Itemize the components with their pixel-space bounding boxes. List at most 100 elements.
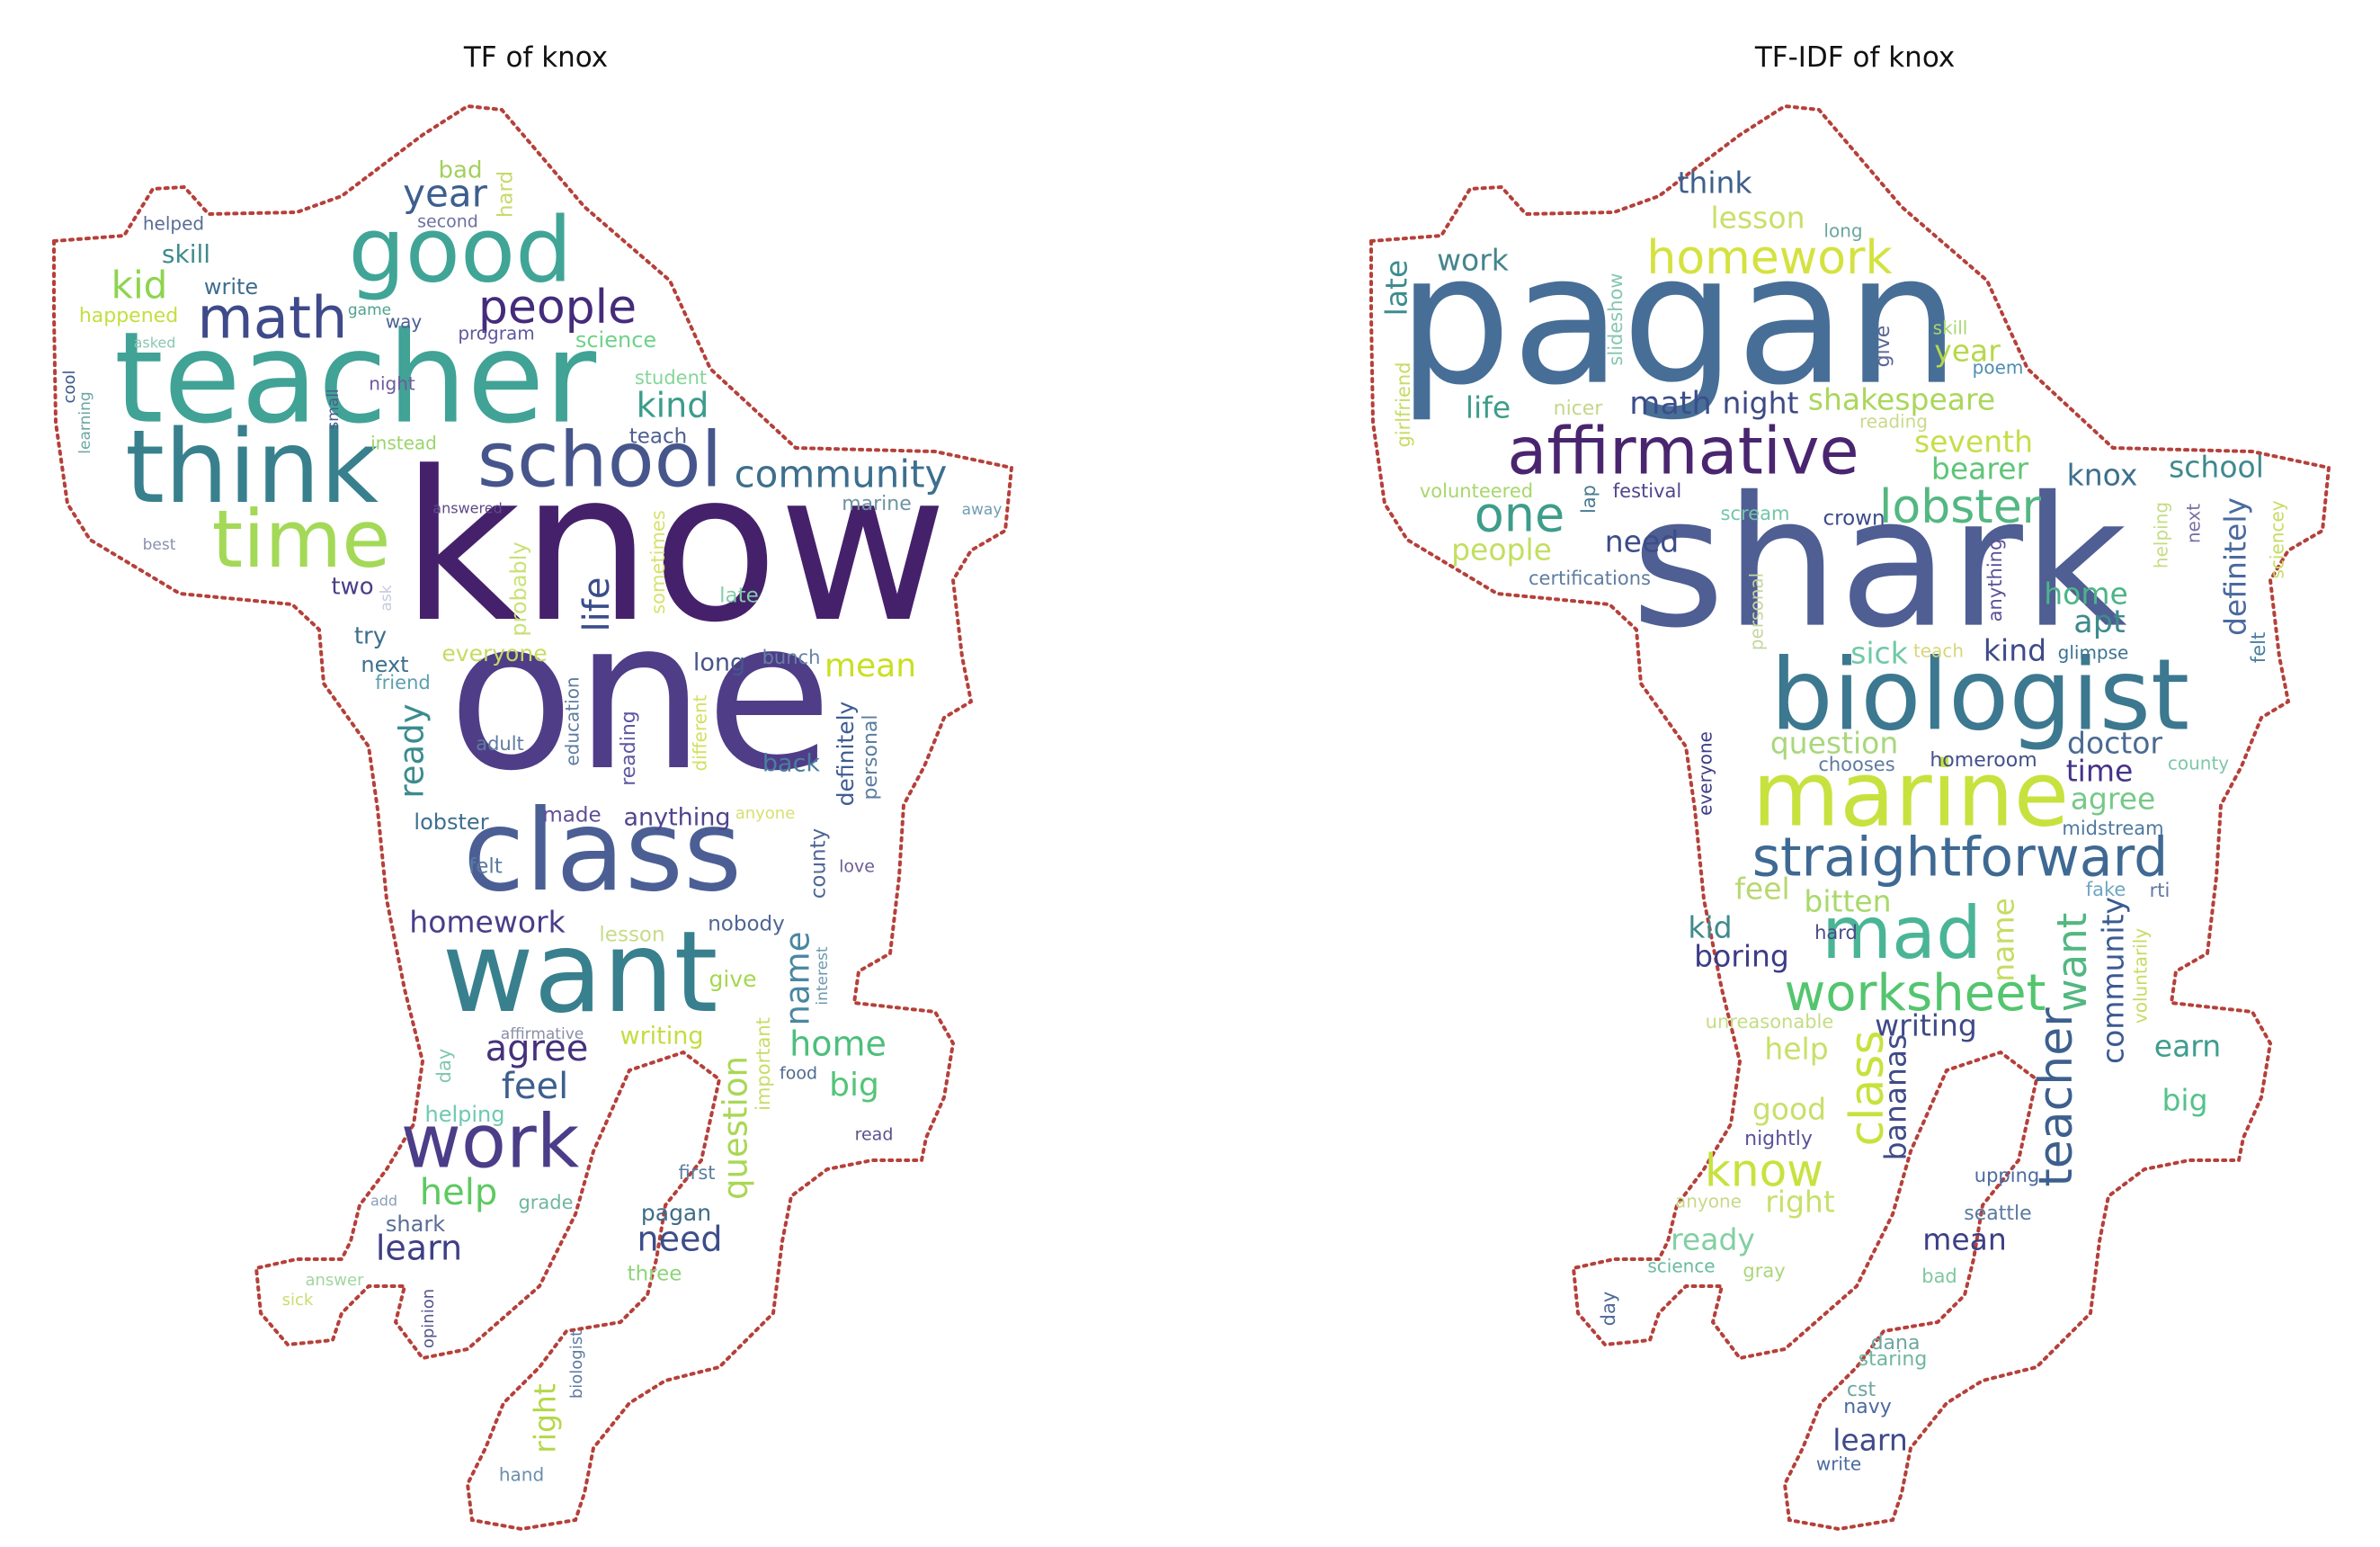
tfidf-word-think: think xyxy=(1677,165,1752,201)
tfidf-word-time: time xyxy=(2066,754,2134,789)
tfidf-word-home: home xyxy=(2044,577,2128,612)
tfidf-word-bitten: bitten xyxy=(1804,884,1891,919)
tfidf-word-upping: upping xyxy=(1974,1165,2039,1186)
tf-word-agree: agree xyxy=(486,1028,589,1069)
tfidf-word-felt: felt xyxy=(2248,632,2269,663)
tf-word-three: three xyxy=(628,1263,682,1286)
tfidf-word-teacher: teacher xyxy=(2029,1007,2083,1187)
tf-word-shark: shark xyxy=(386,1212,445,1237)
tfidf-word-unreasonable: unreasonable xyxy=(1706,1011,1834,1033)
tf-mask-outline xyxy=(52,103,1014,1532)
tf-word-homework: homework xyxy=(409,905,566,940)
tf-word-year: year xyxy=(403,172,487,216)
tfidf-word-lesson: lesson xyxy=(1711,201,1805,236)
tfidf-mask-outline xyxy=(1369,103,2331,1532)
tfidf-word-kind: kind xyxy=(1983,633,2046,668)
tf-word-friend: friend xyxy=(375,672,430,693)
tfidf-word-fake: fake xyxy=(2086,879,2126,900)
tf-word-way: way xyxy=(386,311,423,333)
tf-word-question: question xyxy=(717,1056,755,1200)
tf-word-time: time xyxy=(212,493,391,586)
tf-word-best: best xyxy=(143,536,176,554)
tf-word-feel: feel xyxy=(502,1066,568,1107)
tf-word-need: need xyxy=(637,1220,723,1259)
tf-word-give: give xyxy=(709,966,757,992)
tf-word-interest: interest xyxy=(814,946,832,1006)
tfidf-word-write: write xyxy=(1816,1453,1861,1475)
tf-word-skill: skill xyxy=(162,239,210,269)
tf-word-people: people xyxy=(478,281,637,335)
tfidf-word-lap: lap xyxy=(1578,485,1600,514)
tfidf-word-teach: teach xyxy=(1913,640,1964,662)
tf-word-try: try xyxy=(354,623,387,650)
tf-word-big: big xyxy=(829,1067,879,1104)
tfidf-word-give: give xyxy=(1872,326,1894,368)
tf-word-love: love xyxy=(839,857,875,877)
tfidf-word-next: next xyxy=(2183,504,2205,543)
tfidf-word-certifications: certifications xyxy=(1529,568,1651,589)
tf-word-anything: anything xyxy=(623,804,730,832)
tfidf-word-name: name xyxy=(1986,898,2021,982)
tfidf-word-boring: boring xyxy=(1694,939,1789,974)
tf-word-right: right xyxy=(528,1383,563,1453)
tfidf-word-ready: ready xyxy=(1671,1222,1755,1257)
tf-word-writing: writing xyxy=(620,1023,703,1051)
tf-word-home: home xyxy=(789,1024,887,1064)
tf-word-county: county xyxy=(807,828,831,899)
tfidf-word-anything: anything xyxy=(1984,539,2006,622)
tfidf-word-shakespeare: shakespeare xyxy=(1808,382,1995,417)
tf-word-education: education xyxy=(562,676,584,765)
tf-word-hard: hard xyxy=(495,171,518,218)
tf-word-anyone: anyone xyxy=(735,804,796,823)
tfidf-word-county: county xyxy=(2168,753,2229,774)
tf-word-answered: answered xyxy=(432,500,502,517)
tf-word-school: school xyxy=(477,416,723,505)
tfidf-wordcloud-panel: TF-IDF of knox pagan shark biologist marine… xyxy=(1190,0,2380,1547)
tfidf-word-question: question xyxy=(1770,726,1899,761)
tfidf-word-festival: festival xyxy=(1613,480,1681,502)
tfidf-word-biologist: biologist xyxy=(1770,637,2189,752)
tfidf-word-kid: kid xyxy=(1688,910,1732,945)
tf-word-definitely: definitely xyxy=(833,701,859,806)
tf-word-student: student xyxy=(635,367,707,389)
tf-chart-title: TF of knox xyxy=(463,41,609,74)
tfidf-word-one: one xyxy=(1475,487,1565,543)
tf-word-bunch: bunch xyxy=(762,647,821,668)
tf-word-felt: felt xyxy=(468,855,503,879)
tf-word-help: help xyxy=(420,1172,497,1213)
tf-word-late: late xyxy=(719,585,759,608)
tf-word-ready: ready xyxy=(393,703,432,798)
tfidf-word-good: good xyxy=(1752,1092,1826,1127)
tfidf-word-life: life xyxy=(1466,390,1511,425)
tf-word-day: day xyxy=(433,1049,455,1084)
tfidf-word-navy: navy xyxy=(1843,1396,1891,1418)
tfidf-word-people: people xyxy=(1451,532,1552,568)
tf-word-write: write xyxy=(204,274,258,300)
tfidf-word-crown: crown xyxy=(1823,507,1885,531)
tfidf-word-rti: rti xyxy=(2150,880,2171,901)
tfidf-word-voluntarily: voluntarily xyxy=(2130,928,2152,1024)
tfidf-word-work: work xyxy=(1437,243,1510,278)
tfidf-word-learn: learn xyxy=(1832,1423,1908,1458)
tf-word-think: think xyxy=(125,409,379,526)
tfidf-word-helping: helping xyxy=(2151,502,2172,568)
tfidf-word-long: long xyxy=(1823,220,1862,242)
tf-word-biologist: biologist xyxy=(567,1330,586,1399)
tfidf-word-scream: scream xyxy=(1721,503,1790,524)
tf-word-two: two xyxy=(331,574,373,601)
tfidf-word-staring: staring xyxy=(1859,1348,1928,1371)
tfidf-word-school: school xyxy=(2169,450,2264,485)
tfidf-word-help: help xyxy=(1764,1032,1828,1067)
tf-word-math: math xyxy=(197,286,347,353)
tfidf-word-bananas: bananas xyxy=(1878,1034,1913,1161)
tf-word-different: different xyxy=(690,694,711,771)
tf-word-teach: teach xyxy=(629,425,688,449)
tf-word-reading: reading xyxy=(618,711,640,786)
tfidf-word-nicer: nicer xyxy=(1554,398,1604,420)
tfidf-word-hard: hard xyxy=(1814,922,1858,943)
tfidf-word-midstream: midstream xyxy=(2062,818,2163,839)
tfidf-word-nightly: nightly xyxy=(1744,1128,1813,1150)
tf-word-good: good xyxy=(348,197,572,302)
tfidf-word-sick: sick xyxy=(1850,636,1909,671)
tf-word-first: first xyxy=(678,1162,715,1184)
